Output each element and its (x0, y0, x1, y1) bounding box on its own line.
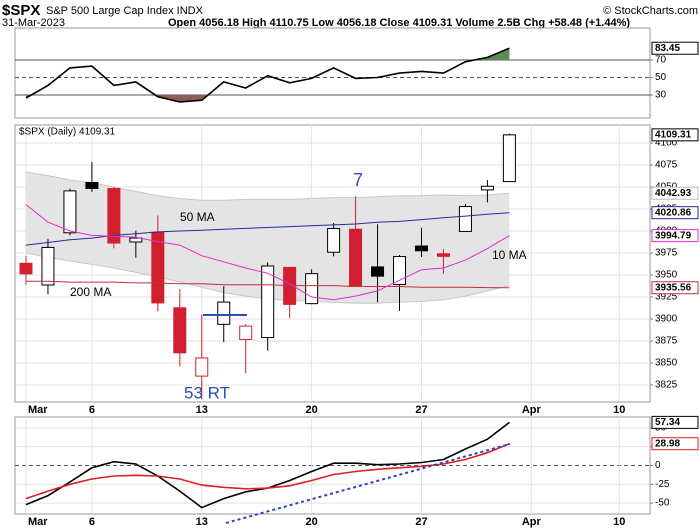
x-tick-label: 27 (415, 516, 427, 528)
x-tick-label: 6 (89, 404, 95, 416)
candle-body (349, 228, 363, 287)
y-tick-label: 3900 (655, 314, 678, 325)
value-badge (651, 128, 699, 142)
series-line (25, 442, 510, 500)
value-badge (651, 206, 699, 220)
symbol: $SPX (2, 2, 40, 19)
x-tick-label: Apr (522, 404, 542, 416)
candle-body (107, 188, 121, 244)
value-badge-label: 3935.56 (655, 282, 692, 293)
annotation: 7 (353, 170, 363, 190)
candle-body (371, 266, 385, 277)
y-tick-label: 30 (655, 90, 667, 101)
value-badge (651, 41, 699, 55)
y-tick-label: 3850 (655, 358, 678, 369)
candle-body (458, 206, 472, 232)
credit: © StockCharts.com (603, 5, 698, 17)
candle-body (63, 190, 77, 234)
x-tick-label: 13 (196, 404, 208, 416)
annotation: 53 RT (184, 383, 230, 402)
candle-body (19, 262, 33, 275)
legend-label: $SPX (Daily) 4109.31 (19, 127, 116, 138)
y-tick-label: 4075 (655, 160, 678, 171)
value-badge-label: 3994.79 (655, 230, 692, 241)
y-tick-label: 3825 (655, 380, 678, 391)
candle-body (217, 301, 231, 325)
band-upper (25, 171, 510, 201)
candle-body (480, 185, 494, 191)
series-line (26, 280, 510, 289)
x-tick-label: 6 (89, 516, 95, 528)
value-badge-label: 28.98 (655, 438, 680, 449)
value-badge (651, 437, 699, 451)
value-badge (651, 186, 699, 200)
x-tick-label: 10 (613, 404, 625, 416)
value-badge-label: 4020.86 (655, 207, 692, 218)
y-tick-label: 4100 (655, 138, 678, 149)
y-tick-label: 3875 (655, 336, 678, 347)
series-name: 50 MA (180, 210, 215, 224)
value-badge (651, 281, 699, 295)
candle-body (85, 182, 99, 189)
y-tick-label: 70 (655, 55, 667, 66)
series-line (25, 204, 510, 301)
candle-body (327, 228, 341, 253)
y-tick-label: 3950 (655, 270, 678, 281)
y-tick-label: 50 (655, 72, 667, 83)
overbought-fill (474, 48, 510, 61)
series-name: 200 MA (70, 285, 111, 299)
y-tick-label: -25 (655, 479, 670, 490)
trend-line (225, 443, 511, 524)
candle-body (151, 231, 165, 304)
x-tick-label: 13 (196, 516, 208, 528)
y-tick-label: 3975 (655, 248, 678, 259)
x-tick-label: 20 (306, 516, 318, 528)
candle-body (261, 265, 275, 339)
series-name: 10 MA (492, 248, 527, 262)
x-tick-label: 27 (415, 404, 427, 416)
value-badge-label: 83.45 (655, 43, 680, 54)
value-badge-label: 4109.31 (655, 129, 692, 140)
candle-body (195, 357, 209, 377)
y-tick-label: 3925 (655, 292, 678, 303)
value-badge (651, 415, 699, 429)
value-badge (651, 229, 699, 243)
series-line (25, 47, 510, 103)
candle-body (41, 246, 55, 286)
candle-body (305, 273, 319, 305)
quote-line: Open 4056.18 High 4110.75 Low 4056.18 Cl… (168, 17, 630, 29)
x-tick-label: Apr (522, 516, 542, 528)
value-badge-label: 4042.93 (655, 188, 692, 199)
value-badge-label: 57.34 (655, 417, 680, 428)
candle-body (239, 325, 253, 340)
x-tick-label: 20 (306, 404, 318, 416)
y-tick-label: -50 (655, 498, 670, 509)
candle-body (393, 256, 407, 286)
candle-body (502, 134, 516, 183)
y-tick-label: 0 (655, 460, 661, 471)
band-area (25, 172, 510, 304)
candle-body (436, 253, 450, 257)
candle-body (129, 237, 143, 243)
index-name: S&P 500 Large Cap Index INDX (46, 5, 204, 17)
x-tick-label: Mar (28, 516, 48, 528)
date: 31-Mar-2023 (2, 17, 65, 29)
x-tick-label: 10 (613, 516, 625, 528)
x-tick-label: Mar (28, 404, 48, 416)
candle-body (414, 245, 428, 252)
candle-body (173, 307, 187, 354)
panel (14, 27, 651, 119)
